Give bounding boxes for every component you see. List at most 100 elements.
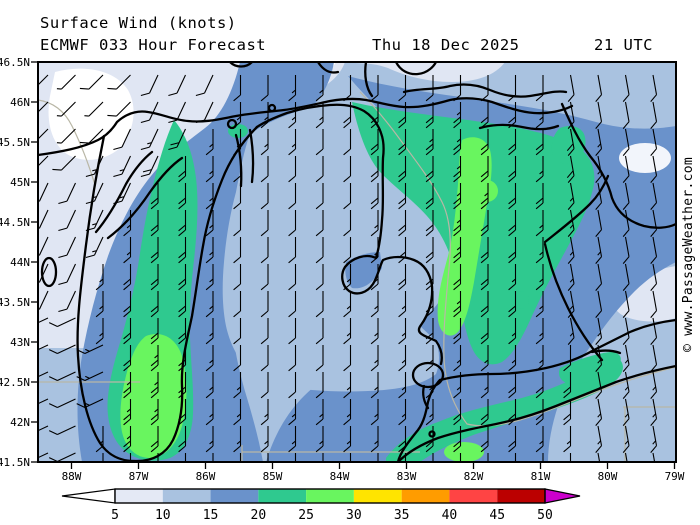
colorbar-label: 25 — [298, 508, 314, 523]
wind-barb — [178, 183, 187, 210]
wind-barb — [315, 345, 324, 372]
colorbar-over-arrow — [544, 488, 581, 504]
lat-tick-label: 45.5N — [0, 136, 30, 149]
wind-barb — [178, 345, 187, 372]
wind-barb — [595, 155, 603, 183]
wind-barb — [425, 399, 434, 426]
wind-barb — [398, 318, 407, 345]
wind-barb — [370, 129, 379, 156]
wind-barb — [508, 426, 517, 453]
wind-barb — [150, 318, 159, 345]
lon-tick-label: 81W — [531, 470, 551, 483]
wind-barb — [595, 317, 603, 345]
wind-barb — [398, 372, 407, 399]
wind-barb — [425, 372, 434, 399]
wind-barb — [315, 426, 324, 453]
wind-barb — [205, 237, 214, 264]
wind-barb — [315, 129, 324, 156]
wind-barb — [212, 453, 214, 462]
wind-barb — [315, 291, 324, 318]
wind-barb — [48, 317, 76, 327]
wind-barb — [508, 318, 517, 345]
colorbar-label: 50 — [537, 508, 553, 523]
wind-barb — [453, 372, 462, 399]
wind-barb — [260, 183, 269, 210]
wind-barb — [205, 183, 214, 210]
wind-barb — [370, 102, 379, 129]
wind-barb — [288, 345, 297, 372]
wind-barb — [150, 237, 159, 264]
wind-barb — [480, 156, 489, 183]
wind-barb — [343, 345, 352, 372]
wind-barb — [622, 290, 630, 318]
wind-barb — [140, 155, 159, 178]
wind-barb — [58, 182, 76, 205]
forecast-utc: 21 UTC — [594, 36, 653, 54]
wind-barb — [508, 183, 517, 210]
colorbar-label: 20 — [251, 508, 267, 523]
colorbar-label: 15 — [203, 508, 219, 523]
wind-barb — [622, 101, 630, 129]
wind-barb — [260, 372, 269, 399]
wind-barb — [622, 236, 630, 264]
wind-barb — [38, 74, 49, 86]
wind-barb — [260, 129, 269, 156]
wind-barb — [370, 237, 379, 264]
wind-barb — [288, 291, 297, 318]
political-borders — [38, 91, 676, 462]
wind-barb — [56, 101, 76, 117]
wind-barb — [535, 102, 544, 129]
wind-barb — [370, 183, 379, 210]
wind-barb — [508, 129, 517, 156]
wind-fill-right-calm-spot — [619, 143, 671, 173]
wind-barb — [453, 426, 462, 453]
wind-barb — [622, 209, 630, 237]
wind-barb — [150, 291, 159, 318]
wind-barb — [233, 372, 242, 399]
wind-barb — [288, 129, 297, 156]
wind-barb — [595, 290, 603, 318]
wind-barb — [480, 102, 489, 129]
lat-tick-label: 43.5N — [0, 296, 30, 309]
wind-barb — [650, 236, 658, 264]
wind-barb — [233, 102, 242, 129]
wind-barb — [425, 156, 434, 183]
wind-barb — [567, 317, 575, 345]
wind-barb — [595, 425, 603, 453]
wind-barb — [508, 291, 517, 318]
wind-barb — [453, 237, 462, 264]
lon-tick-label: 88W — [62, 470, 82, 483]
wind-barb — [398, 102, 407, 129]
wind-barb — [315, 156, 324, 183]
wind-barb — [370, 210, 379, 237]
wind-barb — [398, 291, 407, 318]
colorbar-segment — [401, 489, 450, 503]
colorbar-label: 45 — [489, 508, 505, 523]
colorbar-segment — [115, 489, 163, 503]
forecast-datetime: Thu 18 Dec 2025 — [372, 36, 519, 54]
wind-barb — [195, 101, 214, 124]
wind-barb — [480, 264, 489, 291]
wind-barb — [535, 183, 544, 210]
wind-barb — [595, 263, 603, 291]
wind-barb — [233, 264, 242, 291]
wind-barb — [123, 372, 132, 399]
wind-barb — [260, 237, 269, 264]
wind-barb — [233, 237, 242, 264]
wind-barb — [535, 264, 544, 291]
wind-barb — [233, 345, 242, 372]
wind-barb — [178, 291, 187, 318]
wind-barb — [288, 183, 297, 210]
wind-barb — [150, 399, 159, 426]
wind-barb — [650, 182, 658, 210]
wind-barb — [453, 264, 462, 291]
wind-barb — [597, 452, 601, 462]
wind-barb — [425, 426, 434, 453]
wind-barb — [150, 183, 159, 210]
wind-barb — [650, 425, 658, 453]
wind-barb — [288, 318, 297, 345]
colorbar-label: 5 — [111, 508, 119, 523]
lat-tick-label: 41.5N — [0, 456, 30, 469]
wind-barb — [267, 453, 269, 462]
wind-barb — [205, 210, 214, 237]
